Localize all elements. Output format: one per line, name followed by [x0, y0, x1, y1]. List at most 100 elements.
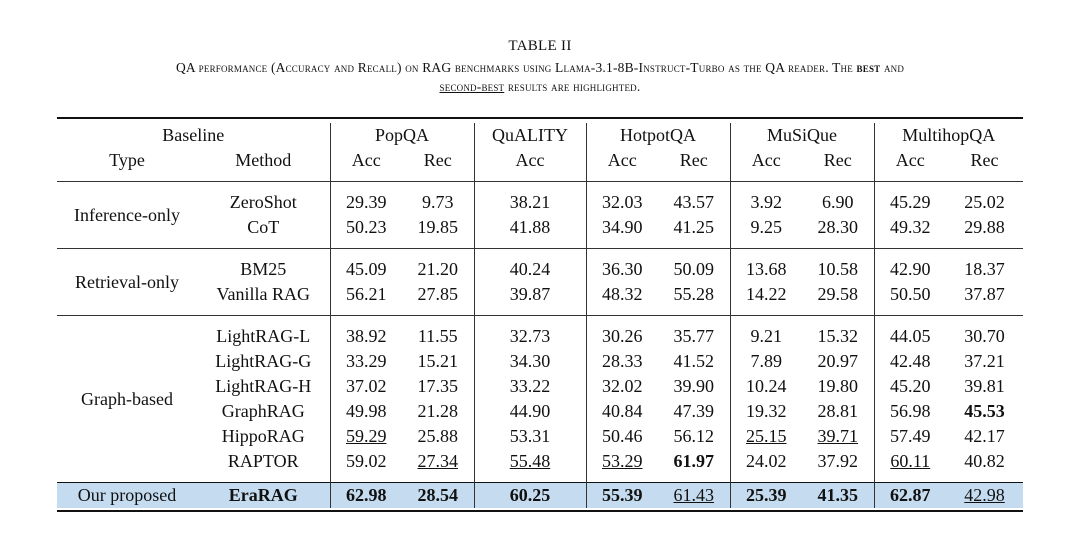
cell-multihopqa-rec: 37.21	[964, 351, 1005, 371]
cell-popqa-rec: 21.20	[417, 259, 459, 279]
row-method: GraphRAG	[221, 401, 305, 421]
cell-popqa-acc: 29.39	[346, 192, 387, 212]
cell-musique-acc: 9.25	[750, 217, 783, 237]
cell-quality-acc: 53.31	[509, 426, 551, 446]
cell-musique-acc: 19.32	[746, 401, 787, 421]
header-row-1: Baseline PopQA QuALITY HotpotQA MuSiQue …	[57, 123, 1023, 148]
cell-popqa-rec: 21.28	[417, 401, 459, 421]
table-row: GraphRAG 49.98 21.28 44.90 40.84 47.39 19.32 28…	[57, 399, 1023, 424]
cell-musique-rec: 20.97	[817, 351, 859, 371]
cell-hotpotqa-acc: 34.90	[602, 217, 643, 237]
cell-popqa-acc: 33.29	[346, 351, 387, 371]
row-method: LightRAG-G	[215, 351, 312, 371]
caption-text-2: and	[880, 60, 905, 75]
header-acc: Acc	[329, 148, 402, 173]
cell-quality-acc: 44.90	[509, 401, 551, 421]
header-baseline: Baseline	[162, 125, 225, 145]
cell-popqa-acc: 37.02	[346, 376, 387, 396]
header-musique: MuSiQue	[729, 123, 874, 148]
cell-popqa-acc: 59.29	[346, 426, 387, 446]
cell-popqa-rec: 9.73	[422, 192, 454, 212]
cell-hotpotqa-acc: 32.02	[602, 376, 643, 396]
cell-musique-acc: 24.02	[746, 451, 787, 471]
cell-multihopqa-rec: 25.02	[964, 192, 1005, 212]
cell-popqa-rec: 27.34	[417, 451, 459, 471]
table-row: Inference-only ZeroShot 29.39 9.73 38.21 32.0…	[57, 190, 1023, 225]
caption-best: best	[856, 60, 881, 75]
cell-popqa-rec: 19.85	[417, 217, 459, 237]
cell-multihopqa-rec: 30.70	[964, 326, 1005, 346]
cell-quality-acc: 38.21	[509, 192, 551, 212]
cell-multihopqa-rec: 18.37	[964, 259, 1005, 279]
cell-musique-rec: 28.81	[817, 401, 859, 421]
row-group-type: Retrieval-only	[75, 271, 179, 292]
cell-multihopqa-rec: 37.87	[964, 284, 1005, 304]
cell-musique-acc: 14.22	[746, 284, 787, 304]
cell-multihopqa-rec: 40.82	[964, 451, 1005, 471]
cell-hotpotqa-acc: 53.29	[602, 451, 643, 471]
cell-musique-rec: 29.58	[817, 284, 859, 304]
header-acc: Acc	[585, 148, 658, 173]
cell-hotpotqa-rec: 61.43	[673, 485, 715, 505]
cell-musique-acc: 13.68	[746, 259, 787, 279]
table-row: Vanilla RAG 56.21 27.85 39.87 48.32 55.28 14.2…	[57, 282, 1023, 307]
table-row: LightRAG-G 33.29 15.21 34.30 28.33 41.52 7.89 2…	[57, 349, 1023, 374]
table-row: RAPTOR 59.02 27.34 55.48 53.29 61.97 24.02 37.9…	[57, 449, 1023, 474]
table-row: Our proposed EraRAG 62.98 28.54 60.25 55.39 61…	[57, 483, 1023, 508]
cell-multihopqa-acc: 50.50	[890, 284, 931, 304]
cell-popqa-acc: 59.02	[346, 451, 387, 471]
row-method: LightRAG-H	[215, 376, 312, 396]
cell-musique-acc: 25.15	[746, 426, 787, 446]
cell-quality-acc: 34.30	[509, 351, 551, 371]
cell-musique-rec: 6.90	[822, 192, 854, 212]
header-acc: Acc	[729, 148, 802, 173]
cell-multihopqa-acc: 62.87	[890, 485, 931, 505]
cell-multihopqa-acc: 42.90	[890, 259, 931, 279]
cell-multihopqa-acc: 44.05	[890, 326, 931, 346]
cell-popqa-acc: 49.98	[346, 401, 387, 421]
cell-musique-rec: 37.92	[817, 451, 859, 471]
cell-hotpotqa-acc: 55.39	[602, 485, 643, 505]
top-rule	[57, 117, 1023, 119]
table-row: Retrieval-only BM25 45.09 21.20 40.24 36.30 50…	[57, 257, 1023, 292]
cell-musique-acc: 7.89	[750, 351, 783, 371]
cell-popqa-acc: 62.98	[346, 485, 387, 505]
cell-multihopqa-rec: 39.81	[964, 376, 1005, 396]
cell-quality-acc: 40.24	[509, 259, 551, 279]
header-rec: Rec	[679, 150, 708, 170]
cell-popqa-acc: 38.92	[346, 326, 387, 346]
row-method: BM25	[240, 259, 287, 279]
cell-hotpotqa-acc: 40.84	[602, 401, 643, 421]
row-group-type: Inference-only	[74, 204, 180, 225]
cell-multihopqa-acc: 60.11	[890, 451, 931, 471]
cell-musique-acc: 10.24	[746, 376, 787, 396]
header-popqa: PopQA	[329, 123, 474, 148]
table-row: LightRAG-H 37.02 17.35 33.22 32.02 39.90 10.24…	[57, 374, 1023, 399]
cell-musique-rec: 41.35	[817, 485, 859, 505]
cell-multihopqa-rec: 29.88	[964, 217, 1005, 237]
cell-musique-acc: 3.92	[750, 192, 783, 212]
cell-multihopqa-acc: 56.98	[890, 401, 931, 421]
row-group-type: Our proposed	[57, 483, 197, 508]
cell-quality-acc: 33.22	[509, 376, 551, 396]
cell-hotpotqa-rec: 50.09	[673, 259, 715, 279]
row-method: EraRAG	[197, 483, 330, 508]
cell-hotpotqa-rec: 41.52	[673, 351, 715, 371]
cell-quality-acc: 55.48	[509, 451, 551, 471]
caption-text-3: results are highlighted.	[504, 79, 641, 94]
row-method: LightRAG-L	[216, 326, 311, 346]
caption-text-1: QA performance (Accuracy and Recall) on …	[175, 60, 857, 75]
cell-hotpotqa-rec: 55.28	[673, 284, 715, 304]
cell-hotpotqa-rec: 39.90	[673, 376, 715, 396]
header-rec: Rec	[970, 150, 999, 170]
header-rec: Rec	[423, 150, 452, 170]
cell-popqa-rec: 25.88	[417, 426, 459, 446]
row-method: RAPTOR	[227, 451, 299, 471]
table-row: CoT 50.23 19.85 41.88 34.90 41.25 9.25 28.30 49.…	[57, 215, 1023, 240]
cell-musique-acc: 25.39	[746, 485, 787, 505]
cell-hotpotqa-rec: 56.12	[673, 426, 715, 446]
cell-multihopqa-acc: 45.20	[890, 376, 931, 396]
bottom-rule	[57, 510, 1023, 512]
row-method: Vanilla RAG	[216, 284, 311, 304]
cell-multihopqa-acc: 49.32	[890, 217, 931, 237]
